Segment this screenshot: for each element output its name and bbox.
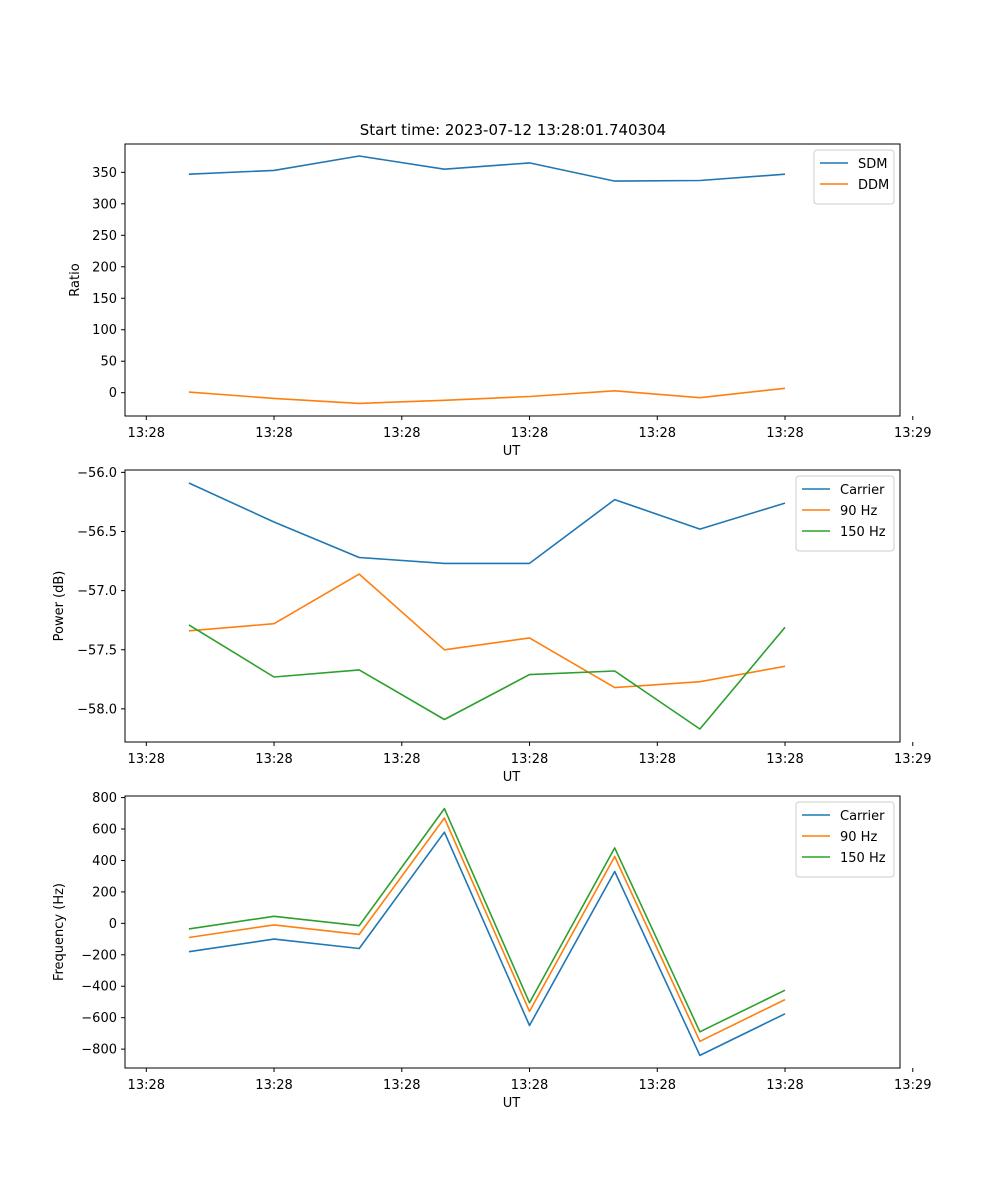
x-tick-label: 13:29	[894, 1078, 931, 1093]
y-tick-label: 150	[92, 292, 117, 307]
x-tick-label: 13:28	[639, 752, 676, 767]
x-axis-label: UT	[503, 770, 521, 785]
x-tick-label: 13:28	[255, 752, 292, 767]
y-tick-label: −57.0	[77, 584, 117, 599]
x-tick-label: 13:28	[383, 752, 420, 767]
y-axis-label: Frequency (Hz)	[52, 883, 67, 981]
legend-label: 90 Hz	[840, 830, 877, 845]
y-tick-label: −58.0	[77, 702, 117, 717]
x-tick-label: 13:28	[128, 1078, 165, 1093]
x-tick-label: 13:28	[511, 426, 548, 441]
frequency-panel: 13:28 13:28 13:28 13:28 13:28 13:28 13:29 −800 −…	[52, 791, 932, 1111]
y-tick-label: 600	[92, 823, 117, 838]
y-tick-label: −800	[81, 1043, 117, 1058]
axes-frame	[124, 469, 901, 743]
y-tick-label: −400	[81, 980, 117, 995]
ratio-panel: 13:28 13:28 13:28 13:28 13:28 13:28 13:29 0 50 10…	[68, 143, 932, 459]
series-line-carrier	[188, 482, 786, 565]
x-axis-label: UT	[503, 1096, 521, 1111]
legend-label: 150 Hz	[840, 851, 886, 866]
y-tick-label: 50	[100, 355, 117, 370]
legend: Carrier 90 Hz 150 Hz	[795, 801, 895, 878]
y-tick-label: 300	[92, 197, 117, 212]
x-tick-label: 13:28	[255, 426, 292, 441]
legend-label: Carrier	[840, 809, 885, 824]
y-tick-label: −56.5	[77, 525, 117, 540]
legend-label: DDM	[858, 178, 889, 193]
x-tick-label: 13:28	[766, 1078, 803, 1093]
y-tick-label: 250	[92, 229, 117, 244]
axes-frame	[124, 143, 901, 417]
x-tick-label: 13:28	[511, 752, 548, 767]
series-line-carrier	[188, 831, 786, 1057]
series-line-90-hz	[188, 573, 786, 689]
y-tick-label: 0	[109, 917, 117, 932]
y-tick-label: 100	[92, 323, 117, 338]
series-line-sdm	[188, 155, 786, 182]
legend-label: Carrier	[840, 483, 885, 498]
x-tick-label: 13:28	[639, 1078, 676, 1093]
x-tick-label: 13:28	[128, 426, 165, 441]
series-line-150-hz	[188, 624, 786, 730]
y-tick-label: 0	[109, 386, 117, 401]
series-line-90-hz	[188, 817, 786, 1043]
y-tick-label: 200	[92, 260, 117, 275]
y-tick-label: −200	[81, 948, 117, 963]
x-tick-label: 13:29	[894, 752, 931, 767]
series-line-150-hz	[188, 807, 786, 1033]
x-tick-label: 13:28	[383, 426, 420, 441]
legend-label: 90 Hz	[840, 504, 877, 519]
power-panel: 13:28 13:28 13:28 13:28 13:28 13:28 13:29 −58.0…	[52, 466, 932, 785]
y-tick-label: −600	[81, 1011, 117, 1026]
x-tick-label: 13:28	[766, 752, 803, 767]
x-tick-label: 13:28	[511, 1078, 548, 1093]
series-line-ddm	[188, 387, 786, 405]
y-tick-label: 400	[92, 854, 117, 869]
axes-frame	[124, 795, 901, 1069]
y-tick-label: 800	[92, 791, 117, 806]
y-axis-label: Power (dB)	[52, 571, 67, 642]
x-tick-label: 13:28	[128, 752, 165, 767]
figure-title: Start time: 2023-07-12 13:28:01.740304	[360, 121, 666, 139]
legend: SDM DDM	[813, 149, 895, 205]
x-tick-label: 13:29	[894, 426, 931, 441]
legend-box	[795, 475, 895, 552]
y-tick-label: −56.0	[77, 466, 117, 481]
y-axis-label: Ratio	[68, 263, 83, 296]
y-tick-label: 200	[92, 885, 117, 900]
y-tick-label: 350	[92, 166, 117, 181]
x-tick-label: 13:28	[766, 426, 803, 441]
legend-box	[795, 801, 895, 878]
x-axis-label: UT	[503, 444, 521, 459]
legend-label: SDM	[858, 157, 887, 172]
y-tick-label: −57.5	[77, 643, 117, 658]
legend: Carrier 90 Hz 150 Hz	[795, 475, 895, 552]
x-tick-label: 13:28	[383, 1078, 420, 1093]
x-tick-label: 13:28	[255, 1078, 292, 1093]
x-tick-label: 13:28	[639, 426, 676, 441]
legend-label: 150 Hz	[840, 525, 886, 540]
